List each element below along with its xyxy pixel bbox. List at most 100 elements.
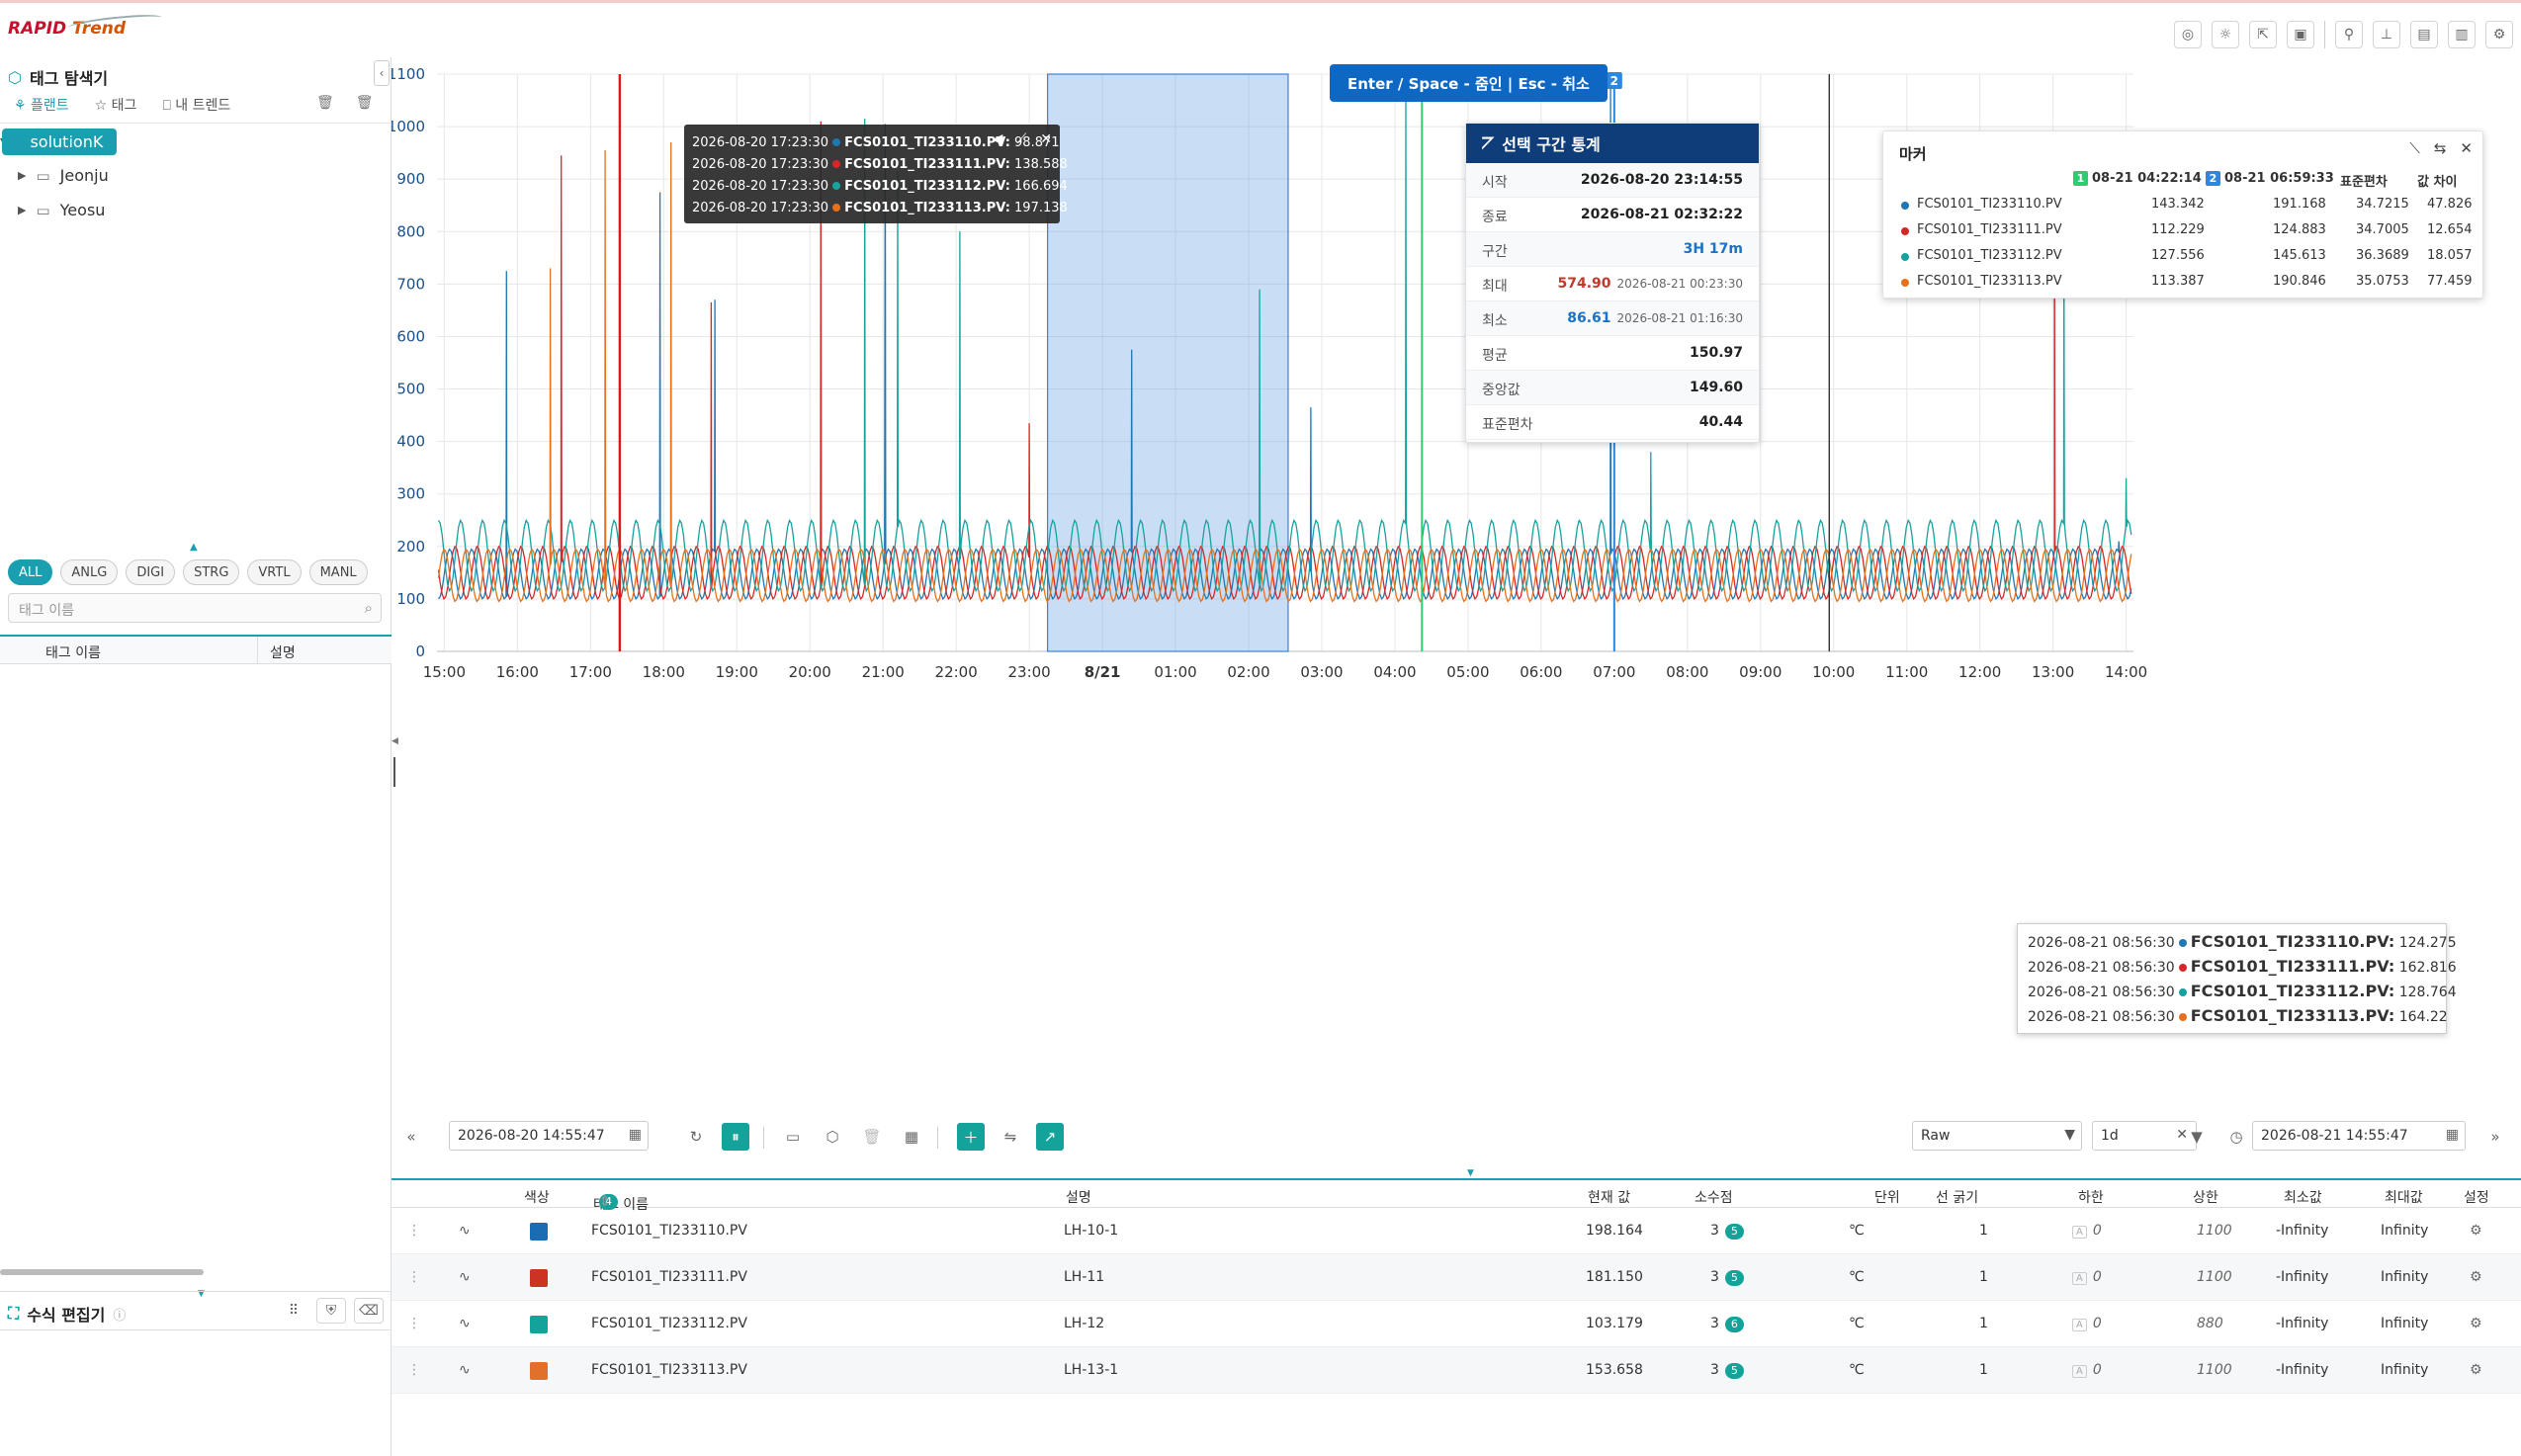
duration-input[interactable]: 1d ✕ bbox=[2092, 1121, 2197, 1151]
column-line-width[interactable]: 선 굵기 bbox=[1936, 1190, 1979, 1206]
trash-icon[interactable]: 🗑 bbox=[862, 1128, 882, 1146]
tag-icon[interactable]: ⬡ bbox=[826, 1128, 839, 1146]
series-line[interactable] bbox=[438, 87, 2132, 601]
drag-handle-icon[interactable]: ⋮ bbox=[407, 1316, 421, 1331]
splitter-handle[interactable]: ▲ bbox=[190, 542, 198, 553]
sampling-mode-select[interactable]: Raw ▼ bbox=[1912, 1121, 2082, 1151]
line-width-cell[interactable]: 1 bbox=[1979, 1269, 1988, 1285]
column-tag-name[interactable]: 태그 이름 bbox=[45, 645, 101, 661]
trend-line-icon[interactable]: ∿ bbox=[459, 1362, 471, 1378]
delete-all-icon[interactable]: 🗑 bbox=[355, 95, 374, 111]
line-width-cell[interactable]: 1 bbox=[1979, 1223, 1988, 1239]
column-description[interactable]: 설명 bbox=[1066, 1190, 1091, 1206]
chevron-right-icon[interactable]: ▶ bbox=[18, 204, 27, 216]
column-description[interactable]: 설명 bbox=[257, 637, 307, 664]
chevron-down-icon[interactable]: ▼ bbox=[2191, 1128, 2203, 1146]
table-row[interactable]: ⋮ ∿ FCS0101_TI233110.PV LH-10-1 198.164 3 5 ℃ 1 A… bbox=[391, 1208, 2521, 1254]
filter-vrtl[interactable]: VRTL bbox=[247, 559, 302, 585]
splitter-handle[interactable]: ◀ bbox=[391, 736, 398, 746]
axis-icon[interactable]: ⊥ bbox=[2373, 21, 2400, 48]
series-line[interactable] bbox=[437, 121, 2132, 601]
help-icon[interactable]: ⓘ bbox=[113, 1308, 127, 1324]
column-settings[interactable]: 설정 bbox=[2464, 1190, 2489, 1206]
chevron-right-icon[interactable]: ▶ bbox=[18, 169, 27, 182]
line-width-cell[interactable]: 1 bbox=[1979, 1362, 1988, 1378]
table-row[interactable]: ⋮ ∿ FCS0101_TI233111.PV LH-11 181.150 3 5 ℃ 1 A 0 1… bbox=[391, 1254, 2521, 1301]
tree-node-root-label[interactable]: solutionK bbox=[2, 128, 118, 155]
clock-icon[interactable]: ◷ bbox=[2229, 1128, 2243, 1146]
bar-chart-icon[interactable]: ▥ bbox=[2448, 21, 2476, 48]
gear-icon[interactable]: ⚙ bbox=[2470, 1269, 2482, 1285]
column-current-value[interactable]: 현재 값 bbox=[1588, 1190, 1631, 1206]
filter-digi[interactable]: DIGI bbox=[126, 559, 176, 585]
tag-search-input[interactable]: 태그 이름 ⌕ bbox=[8, 593, 382, 623]
tree-node-yeosu[interactable]: ▶ ▭ Yeosu bbox=[18, 201, 105, 219]
trend-chart[interactable]: 2 0 100 200 300 400 500 600 700 800 900 1000 1100 1… bbox=[391, 57, 2521, 1111]
tree-node-root[interactable]: ▼ solutionK bbox=[0, 128, 118, 155]
shield-icon[interactable]: ⛨ bbox=[316, 1298, 346, 1324]
pin-icon[interactable]: ⟋ bbox=[1016, 131, 1027, 147]
close-icon[interactable]: ✕ bbox=[2460, 139, 2473, 157]
color-swatch[interactable] bbox=[530, 1269, 548, 1287]
tab-my-trend[interactable]: ⎕ 내 트렌드 bbox=[162, 98, 231, 114]
column-max[interactable]: 최대값 bbox=[2385, 1190, 2423, 1206]
gear-icon[interactable]: ⚙ bbox=[2470, 1362, 2482, 1378]
scroll-right-icon[interactable]: » bbox=[2490, 1128, 2500, 1146]
snapshot-icon[interactable]: ▭ bbox=[785, 1128, 801, 1146]
splitter-bar[interactable] bbox=[393, 757, 395, 787]
table-row[interactable]: ⋮ ∿ FCS0101_TI233112.PV LH-12 103.179 3 6 ℃ 1 A 0 8… bbox=[391, 1301, 2521, 1347]
end-time-input[interactable]: 2026-08-21 14:55:47 ▦ bbox=[2252, 1121, 2466, 1151]
trend-line-icon[interactable]: ∿ bbox=[459, 1269, 471, 1285]
splitter-handle[interactable]: ▼ bbox=[1467, 1168, 1474, 1178]
search-icon[interactable]: ⌕ bbox=[364, 599, 373, 617]
export-icon[interactable]: ⇱ bbox=[2249, 21, 2277, 48]
table-row[interactable]: ⋮ ∿ FCS0101_TI233113.PV LH-13-1 153.658 3 5 ℃ 1 A… bbox=[391, 1347, 2521, 1394]
pin-icon[interactable]: ⚲ bbox=[2335, 21, 2363, 48]
save-icon[interactable]: ▣ bbox=[2287, 21, 2314, 48]
high-limit-cell[interactable]: 1100 bbox=[2197, 1269, 2232, 1285]
gear-icon[interactable]: ⚙ bbox=[2485, 21, 2513, 48]
calendar-icon[interactable]: ▦ bbox=[628, 1127, 642, 1143]
record-icon[interactable]: ◎ bbox=[2174, 21, 2202, 48]
delete-icon[interactable]: 🗑 bbox=[316, 95, 334, 111]
pin-icon[interactable]: ⟍ bbox=[2409, 139, 2420, 157]
tree-node-jeonju-label[interactable]: Jeonju bbox=[59, 166, 109, 185]
eraser-icon[interactable]: ⌫ bbox=[354, 1298, 384, 1324]
drag-handle-icon[interactable]: ⋮ bbox=[407, 1362, 421, 1378]
color-swatch[interactable] bbox=[530, 1223, 548, 1241]
column-unit[interactable]: 단위 bbox=[1874, 1190, 1900, 1206]
start-time-input[interactable]: 2026-08-20 14:55:47 ▦ bbox=[449, 1121, 649, 1151]
column-min[interactable]: 최소값 bbox=[2284, 1190, 2322, 1206]
series-line[interactable] bbox=[437, 141, 2132, 603]
marker2-flag[interactable] bbox=[1606, 72, 1622, 89]
trend-line-icon[interactable]: ∿ bbox=[459, 1223, 471, 1239]
brightness-icon[interactable]: ☼ bbox=[2212, 21, 2239, 48]
close-icon[interactable]: ✕ bbox=[1040, 131, 1052, 147]
add-icon[interactable]: ＋ bbox=[957, 1123, 985, 1151]
prev-icon[interactable]: ◀ bbox=[992, 131, 1003, 147]
trend-icon[interactable]: ↗ bbox=[1036, 1123, 1064, 1151]
grid-icon[interactable]: ▦ bbox=[904, 1128, 919, 1146]
tree-node-jeonju[interactable]: ▶ ▭ Jeonju bbox=[18, 166, 109, 185]
column-low-limit[interactable]: 하한 bbox=[2078, 1190, 2104, 1206]
layout-icon[interactable]: ▤ bbox=[2410, 21, 2438, 48]
scroll-left-icon[interactable]: « bbox=[406, 1128, 416, 1146]
sort-icon[interactable]: ⇕ bbox=[599, 1194, 611, 1210]
line-width-cell[interactable]: 1 bbox=[1979, 1316, 1988, 1331]
drag-handle-icon[interactable]: ⋮ bbox=[407, 1269, 421, 1285]
column-decimals[interactable]: 소수점 bbox=[1695, 1190, 1733, 1206]
high-limit-cell[interactable]: 880 bbox=[2197, 1316, 2223, 1331]
tab-plant[interactable]: ⚘ 플랜트 bbox=[14, 98, 69, 114]
chevron-down-icon[interactable]: ▼ bbox=[2064, 1127, 2075, 1143]
high-limit-cell[interactable]: 1100 bbox=[2197, 1362, 2232, 1378]
gear-icon[interactable]: ⚙ bbox=[2470, 1223, 2482, 1239]
swap-icon[interactable]: ⇆ bbox=[2433, 139, 2447, 157]
clear-icon[interactable]: ✕ bbox=[2176, 1127, 2188, 1143]
refresh-icon[interactable]: ↻ bbox=[689, 1128, 703, 1146]
horizontal-scrollbar[interactable] bbox=[0, 1269, 204, 1275]
